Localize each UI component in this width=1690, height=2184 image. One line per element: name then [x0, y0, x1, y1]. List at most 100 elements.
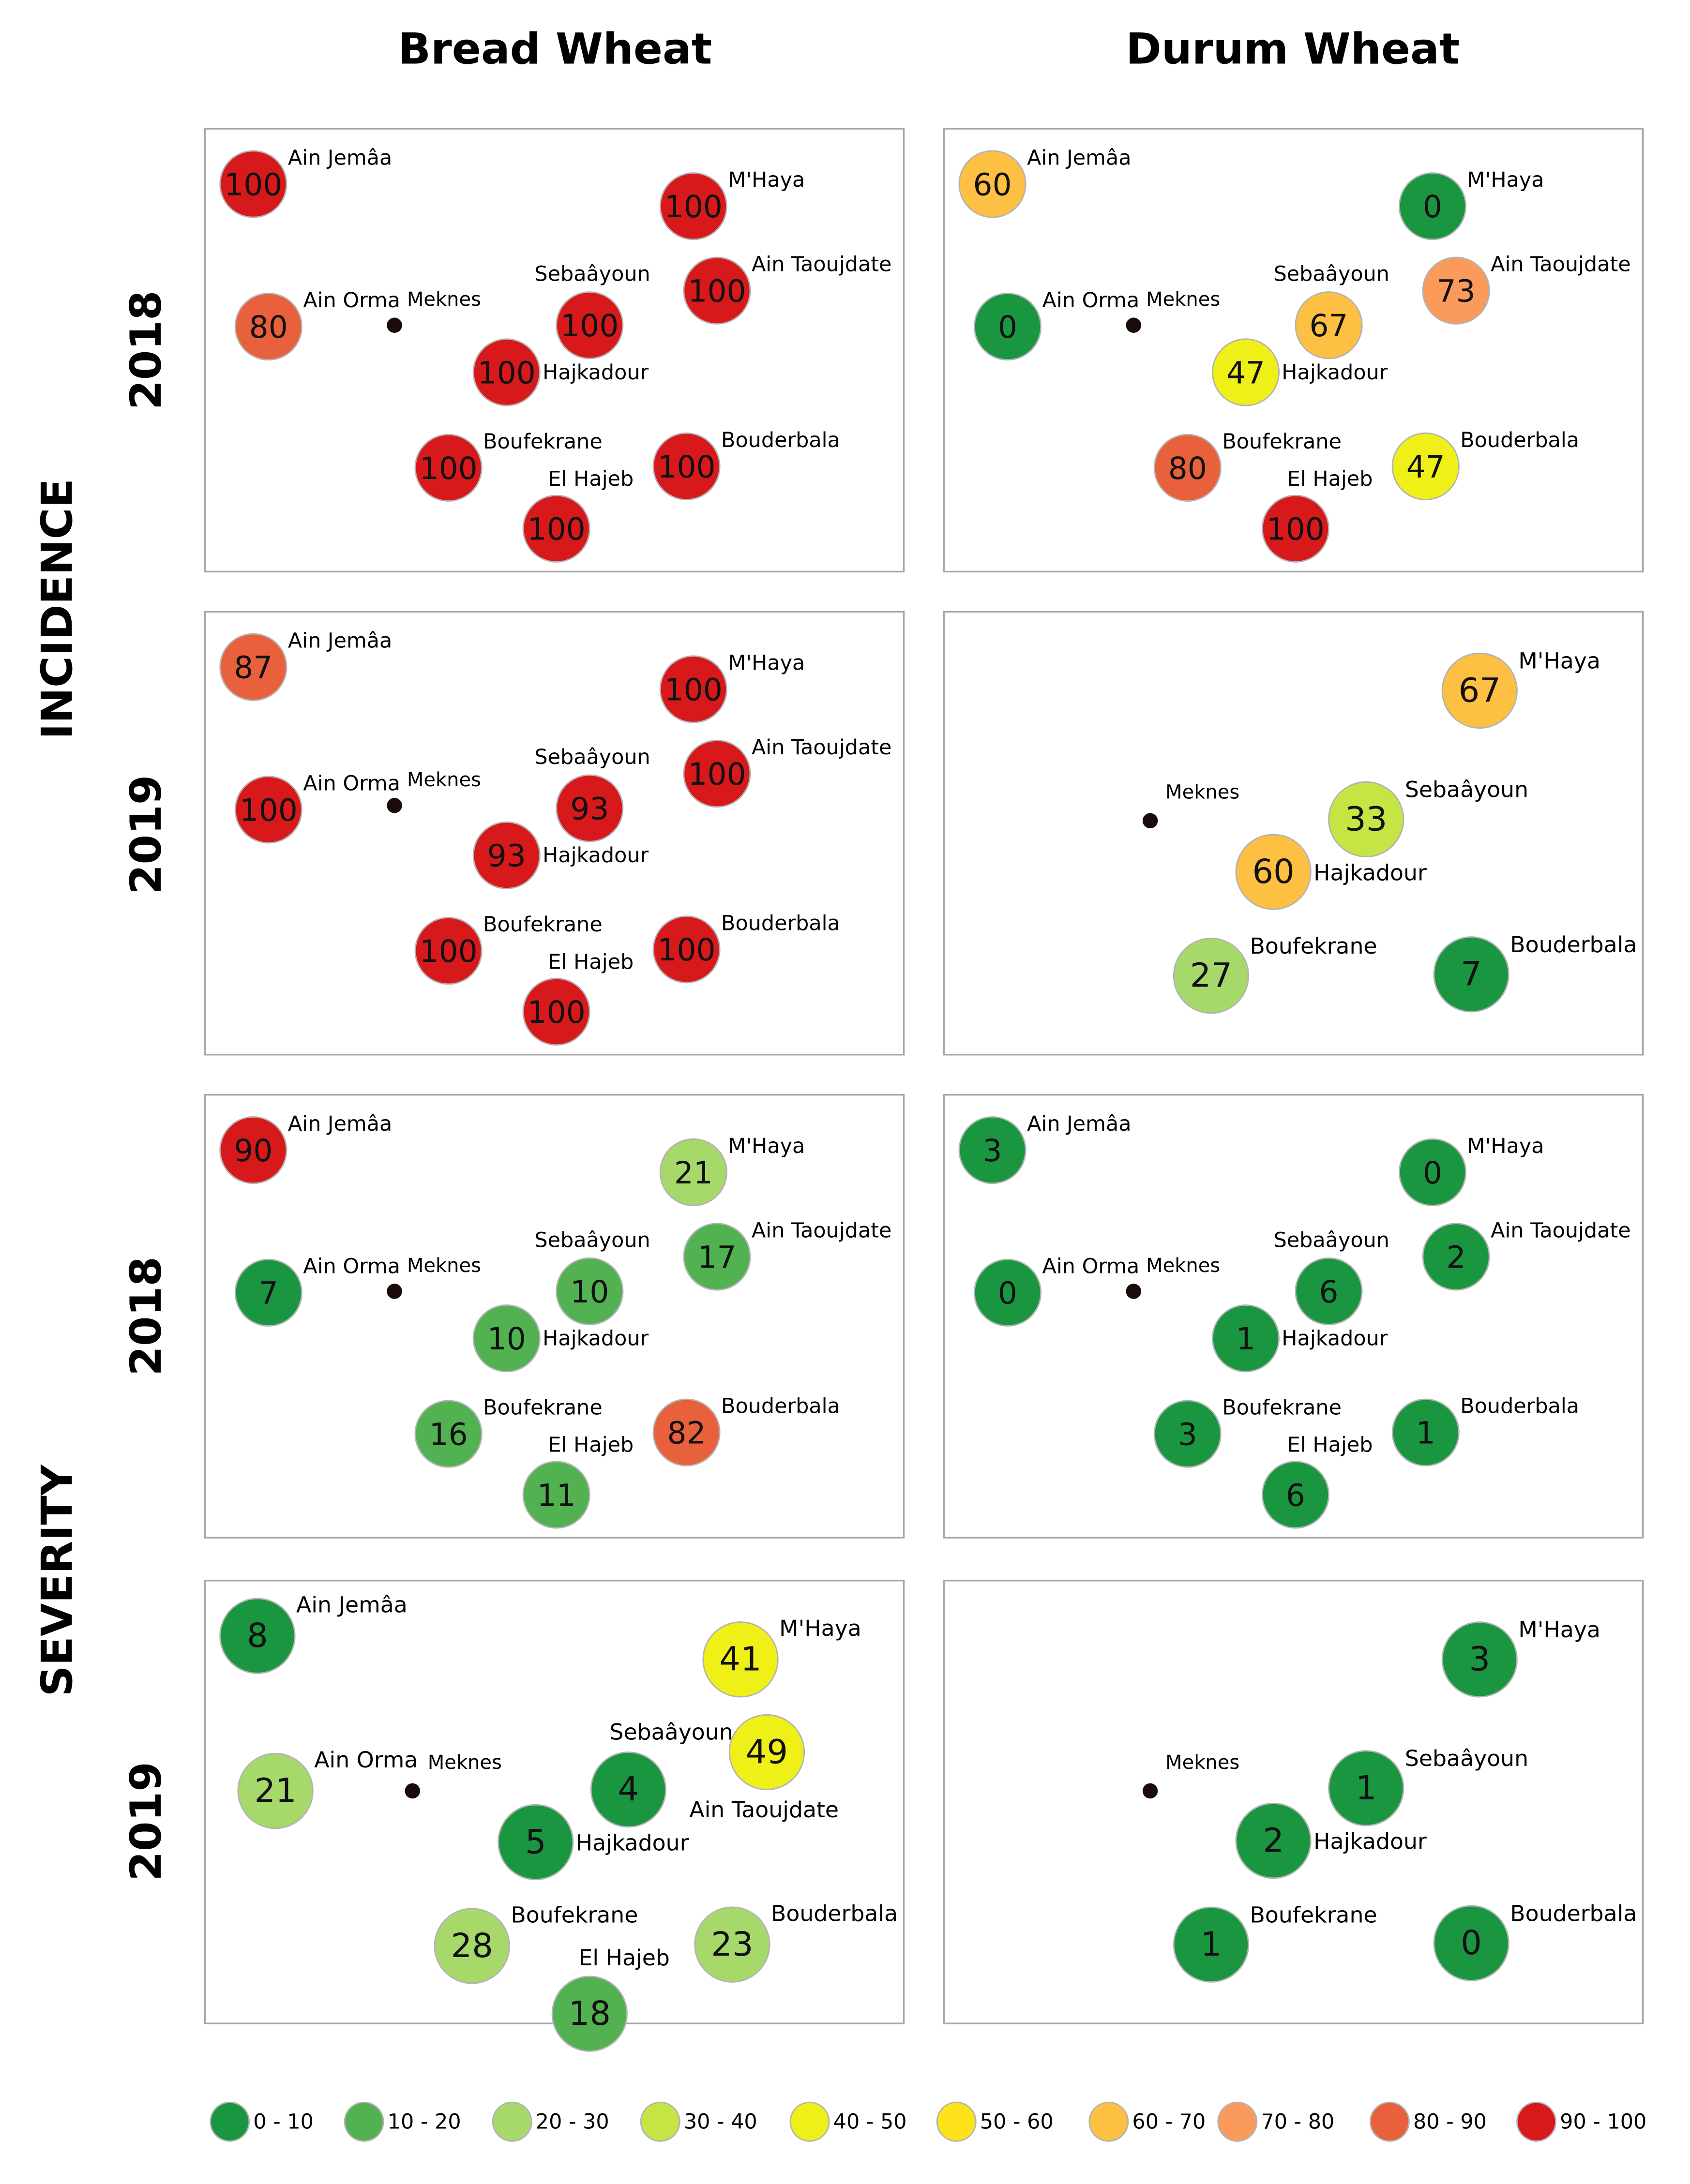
- site-name: El Hajeb: [548, 1433, 634, 1457]
- site-name: Sebaâyoun: [534, 262, 650, 286]
- site-marker-ain-orma: 80 Ain Orma: [234, 288, 400, 361]
- site-name: Sebaâyoun: [534, 1228, 650, 1252]
- site-circle: [1433, 936, 1509, 1013]
- site-name: Boufekrane: [1222, 1396, 1342, 1420]
- site-marker-hajkadour: 93 Hajkadour: [472, 821, 649, 889]
- column-header-durum-wheat: Durum Wheat: [1126, 24, 1460, 74]
- map-panel-incidence-2019-durum-wheat: Meknes 67 M'Haya 33 Sebaâyoun 60 Hajkadour 27 Bo…: [943, 611, 1644, 1056]
- site-value: 100: [688, 757, 746, 792]
- site-name: Ain Orma: [1042, 288, 1140, 313]
- site-value: 82: [667, 1416, 706, 1451]
- site-circle: [434, 1908, 510, 1984]
- site-marker-sebaayoun: 100 Sebaâyoun: [534, 262, 650, 359]
- group-label-severity: SEVERITY: [32, 1464, 82, 1696]
- legend-item-70-80: 70 - 80: [1217, 2101, 1334, 2142]
- column-header-bread-wheat: Bread Wheat: [398, 24, 712, 74]
- site-circle: [234, 293, 302, 361]
- site-marker-boufekrane: 28 Boufekrane: [434, 1902, 638, 1984]
- site-value: 4: [618, 1770, 639, 1809]
- legend-label: 40 - 50: [833, 2110, 907, 2134]
- year-label-severity-2019: 2019: [121, 1762, 171, 1881]
- site-marker-el-hajeb: 18 El Hajeb: [551, 1945, 670, 2052]
- site-circle: [1211, 338, 1280, 406]
- site-value: 47: [1226, 355, 1265, 390]
- site-name: El Hajeb: [548, 467, 634, 491]
- site-circle: [472, 1304, 541, 1373]
- site-circle: [1422, 256, 1490, 325]
- site-circle: [522, 494, 590, 563]
- site-circle: [498, 1804, 574, 1881]
- site-circle: [414, 1400, 483, 1468]
- site-circle: [590, 1751, 667, 1828]
- legend: 0 - 10 10 - 20 20 - 30 30 - 40 40 - 50 50 - 6…: [210, 2101, 1646, 2142]
- site-circle: [472, 821, 541, 889]
- site-marker-hajkadour: 10 Hajkadour: [472, 1304, 649, 1373]
- site-marker-ain-jemaa: 60 Ain Jemâa: [958, 146, 1132, 218]
- site-value: 80: [249, 310, 288, 345]
- site-value: 47: [1406, 449, 1445, 485]
- site-name: El Hajeb: [548, 950, 634, 974]
- site-circle: [1295, 291, 1363, 359]
- site-circle: [1261, 494, 1329, 563]
- site-name: Boufekrane: [483, 912, 603, 937]
- site-circle: [1441, 652, 1518, 729]
- site-circle: [652, 432, 721, 501]
- site-name: Sebaâyoun: [609, 1720, 733, 1745]
- site-circle: [659, 172, 727, 240]
- site-name: Ain Taoujdate: [752, 253, 891, 277]
- site-circle: [1441, 1621, 1518, 1698]
- site-name: El Hajeb: [1287, 467, 1373, 491]
- site-name: Boufekrane: [1250, 933, 1377, 959]
- site-circle: [1398, 172, 1467, 240]
- site-circle: [652, 1398, 721, 1466]
- legend-item-30-40: 30 - 40: [640, 2101, 757, 2142]
- site-value: 18: [569, 1994, 611, 2033]
- year-label-incidence-2019: 2019: [121, 775, 171, 895]
- site-circle: [219, 1598, 296, 1674]
- site-marker-bouderbala: 1 Bouderbala: [1391, 1394, 1579, 1466]
- site-value: 73: [1437, 274, 1476, 309]
- site-name: Sebaâyoun: [1274, 1228, 1389, 1252]
- site-marker-ain-jemaa: 90 Ain Jemâa: [219, 1112, 392, 1184]
- site-circle: [728, 1714, 805, 1791]
- site-value: 0: [1423, 189, 1442, 224]
- site-circle: [1391, 1398, 1460, 1466]
- site-name: M'Haya: [1467, 1134, 1544, 1158]
- site-value: 100: [420, 934, 478, 969]
- site-value: 8: [247, 1616, 268, 1655]
- site-marker-ain-taoujdate: 2 Ain Taoujdate: [1422, 1218, 1631, 1291]
- site-circle: [1211, 1304, 1280, 1373]
- site-name: M'Haya: [728, 651, 805, 675]
- site-circle: [1173, 1906, 1250, 1983]
- legend-label: 50 - 60: [980, 2110, 1054, 2134]
- site-name: Hajkadour: [1282, 360, 1388, 385]
- meknes-city-label: Meknes: [407, 1255, 481, 1277]
- legend-swatch: [1217, 2101, 1258, 2142]
- legend-label: 10 - 20: [388, 2110, 461, 2134]
- site-value: 90: [234, 1133, 272, 1168]
- site-circle: [234, 776, 302, 844]
- site-name: Bouderbala: [721, 911, 840, 935]
- site-marker-bouderbala: 47 Bouderbala: [1391, 428, 1579, 501]
- site-value: 100: [240, 793, 298, 828]
- site-circle: [1433, 1905, 1509, 1981]
- legend-swatch: [492, 2101, 532, 2142]
- legend-item-60-70: 60 - 70: [1088, 2101, 1206, 2142]
- site-value: 100: [420, 451, 478, 486]
- site-value: 10: [570, 1274, 609, 1310]
- site-value: 6: [1286, 1478, 1305, 1513]
- site-value: 100: [478, 355, 536, 390]
- site-name: El Hajeb: [578, 1945, 669, 1971]
- site-marker-el-hajeb: 100 El Hajeb: [1261, 467, 1373, 563]
- site-name: Bouderbala: [771, 1900, 898, 1926]
- year-label-incidence-2018: 2018: [121, 290, 171, 410]
- site-value: 23: [711, 1925, 753, 1964]
- meknes-city-dot: [387, 798, 402, 813]
- site-value: 1: [1416, 1416, 1435, 1451]
- site-name: Boufekrane: [1222, 430, 1342, 454]
